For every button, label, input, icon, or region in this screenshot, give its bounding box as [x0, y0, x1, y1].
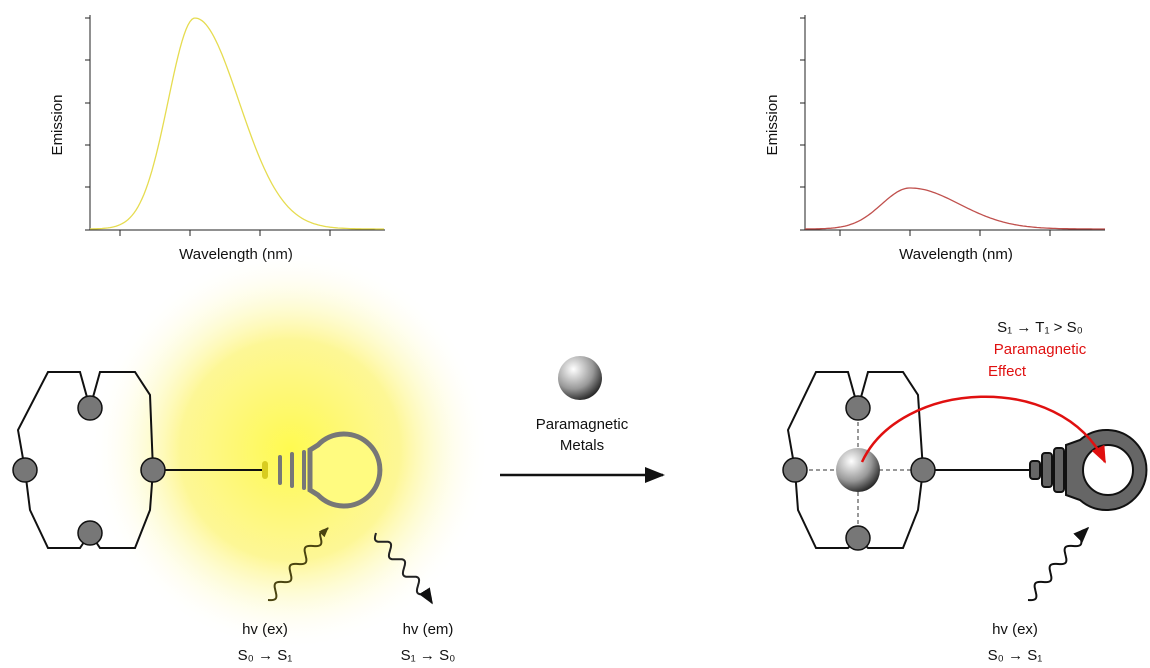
ticks — [85, 18, 330, 236]
spectrum-left: Emission Wavelength (nm) — [49, 15, 385, 263]
label: S₀ → S₁ — [238, 647, 293, 664]
label: Effect — [988, 363, 1027, 380]
label: hv (ex) — [242, 621, 288, 638]
bulb-right — [1030, 430, 1146, 510]
emission-curve — [805, 188, 1105, 229]
macrocycle-right — [783, 372, 1030, 550]
label: hv (em) — [403, 621, 454, 638]
label: hv (ex) — [992, 621, 1038, 638]
label: Metals — [560, 437, 604, 454]
label: S₀ → S₁ — [988, 647, 1043, 664]
label: Paramagnetic — [994, 341, 1087, 358]
excitation-arrow — [1028, 528, 1088, 600]
label: S₁ → T₁ > S₀ — [997, 319, 1083, 336]
diagram: Emission Wavelength (nm) Emission Wavele… — [0, 0, 1150, 668]
y-axis-label: Emission — [49, 95, 66, 156]
metal-sphere — [558, 356, 602, 400]
axes — [90, 15, 385, 230]
label: S₁ → S₀ — [401, 647, 456, 664]
label: Paramagnetic — [536, 416, 629, 433]
ticks — [800, 18, 1050, 236]
glow — [90, 250, 490, 650]
axes — [805, 15, 1105, 230]
emission-curve — [90, 18, 384, 229]
y-axis-label: Emission — [764, 95, 781, 156]
x-axis-label: Wavelength (nm) — [899, 246, 1013, 263]
spectrum-right: Emission Wavelength (nm) — [764, 15, 1105, 263]
